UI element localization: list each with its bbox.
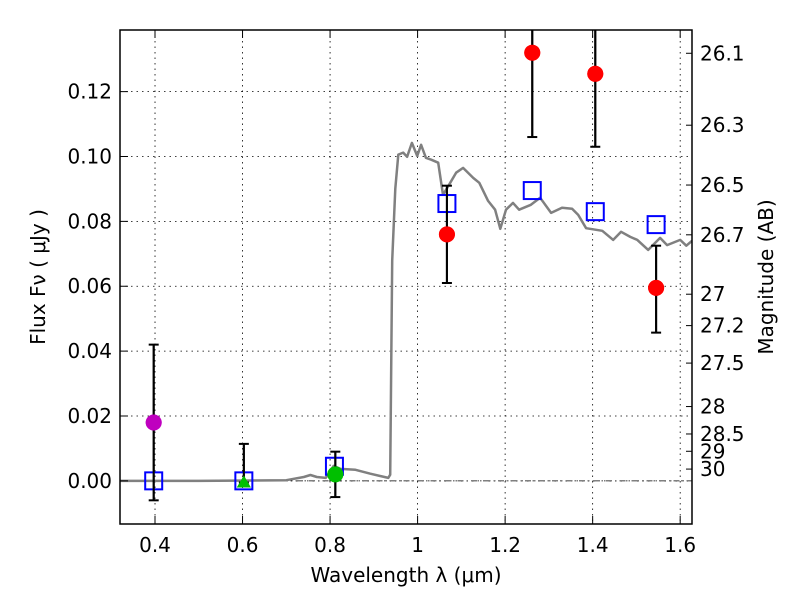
y-tick-label: 0.12 (67, 80, 112, 104)
observed-flux-marker (438, 226, 455, 243)
model-photometry-square (522, 181, 542, 201)
x-tick-label: 0.4 (139, 533, 171, 557)
observed-flux-marker (587, 65, 604, 82)
right-tick-label: 28 (700, 395, 725, 419)
observed-flux-marker (236, 475, 251, 488)
right-tick-label: 28.5 (700, 422, 745, 446)
y-tick-label: 0.08 (67, 209, 112, 233)
x-axis-label: Wavelength λ (μm) (310, 563, 501, 587)
plot-area (120, 30, 692, 502)
right-tick-label: 27.5 (700, 351, 745, 375)
observed-flux-marker (145, 414, 162, 431)
spectrum-line (120, 141, 692, 483)
observed-flux-marker (524, 44, 541, 61)
y-tick-label: 0.06 (67, 274, 112, 298)
x-tick-label: 1.4 (577, 533, 609, 557)
y-tick-label: 0.04 (67, 339, 112, 363)
right-tick-label: 26.5 (700, 173, 745, 197)
y-axis-label: Flux Fν ( μJy ) (26, 209, 50, 345)
right-tick-label: 26.7 (700, 223, 745, 247)
y-tick-label: 0.00 (67, 469, 112, 493)
model-photometry-square (646, 215, 666, 235)
y-axis: 0.00 0.02 0.04 0.06 0.08 0.10 0.12 (67, 80, 128, 493)
x-tick-label: 1.6 (664, 533, 696, 557)
right-tick-label: 27 (700, 282, 725, 306)
y-tick-label: 0.02 (67, 404, 112, 428)
right-tick-label: 27.2 (700, 314, 745, 338)
x-axis: 0.4 0.6 0.8 1 1.2 1.4 1.6 (139, 30, 696, 557)
right-tick-label: 26.1 (700, 41, 745, 65)
right-tick-label: 26.3 (700, 113, 745, 137)
observed-flux-marker (648, 279, 665, 296)
x-tick-label: 0.8 (314, 533, 346, 557)
right-tick-label: 29 (700, 439, 725, 463)
x-tick-label: 1.2 (489, 533, 521, 557)
x-tick-label: 1 (411, 533, 424, 557)
axes-frame (119, 29, 693, 525)
right-axis-label: Magnitude (AB) (754, 199, 778, 354)
x-tick-label: 0.6 (227, 533, 259, 557)
observed-flux-marker (327, 466, 344, 483)
y-tick-label: 0.10 (67, 145, 112, 169)
right-tick-label: 30 (700, 457, 725, 481)
model-photometry-square (585, 202, 605, 222)
